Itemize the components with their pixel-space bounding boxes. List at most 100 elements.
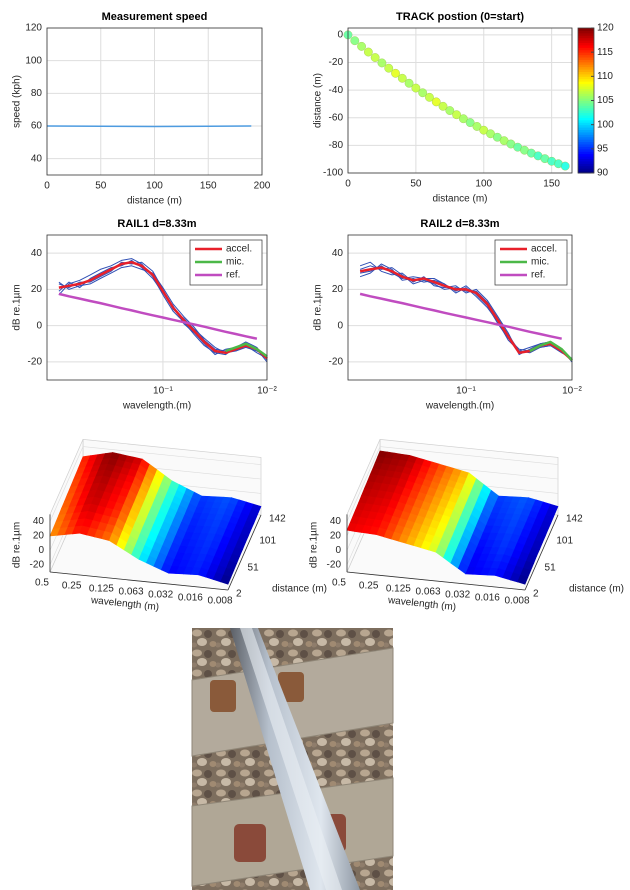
scatter-point xyxy=(418,88,428,98)
surface-cell xyxy=(132,458,173,505)
y-tick-label: -80 xyxy=(329,140,344,151)
colorbar-segment xyxy=(578,105,594,109)
colorbar-segment xyxy=(578,107,594,111)
legend-label: ref. xyxy=(226,270,240,281)
x-tick-label: 0.25 xyxy=(62,581,82,592)
axes-box xyxy=(46,234,268,381)
surface-cell xyxy=(79,503,122,541)
x-tick-label: 0.008 xyxy=(207,596,232,607)
scatter-point xyxy=(465,118,475,127)
y-tick-label: 2 xyxy=(533,589,539,600)
z-axis-label: dB re.1µm xyxy=(309,522,320,568)
colorbar-segment xyxy=(578,163,594,167)
rail-photo xyxy=(191,628,394,890)
x-tick-label: 200 xyxy=(254,181,271,192)
y-tick-label: 51 xyxy=(545,562,557,573)
x-tick-label: 0 xyxy=(44,181,50,192)
y-tick-label: -60 xyxy=(329,112,344,123)
x-tick-label: 150 xyxy=(200,181,217,192)
y-tick-label: 120 xyxy=(25,23,42,34)
x-tick-label: 50 xyxy=(410,179,422,190)
x-tick-label: 0.125 xyxy=(386,584,411,595)
y-tick-label: 51 xyxy=(248,562,260,573)
colorbar-segment xyxy=(578,148,594,152)
scatter-point xyxy=(391,68,400,78)
colorbar-segment xyxy=(578,42,594,46)
surface-cell xyxy=(405,515,449,553)
surface-cell xyxy=(376,506,419,544)
colorbar-segment xyxy=(578,52,594,56)
y-tick-label: 60 xyxy=(31,121,43,132)
colorbar-segment xyxy=(578,158,594,162)
series-line xyxy=(225,342,268,358)
rail-clip xyxy=(234,824,266,862)
colorbar-segment xyxy=(578,49,594,53)
surface-cell xyxy=(179,518,223,549)
axes-box xyxy=(347,234,573,381)
grid-line xyxy=(49,446,84,522)
surface-cell xyxy=(197,547,241,585)
grid-line xyxy=(346,446,381,522)
x-tick-label: 0.125 xyxy=(89,584,114,595)
y-axis-line xyxy=(227,514,262,591)
colorbar-segment xyxy=(578,156,594,159)
y-axis-label: distance (m) xyxy=(272,584,327,595)
colorbar-segment xyxy=(578,168,594,172)
legend-label: accel. xyxy=(531,244,557,255)
y-tick-label: 0 xyxy=(337,320,343,331)
z-tick-label: 20 xyxy=(330,531,342,542)
surface-cell xyxy=(358,473,401,508)
colorbar-tick-label: 115 xyxy=(597,47,613,58)
colorbar-tick-label: 120 xyxy=(597,23,614,34)
x-axis-label: wavelength.(m) xyxy=(425,401,494,412)
colorbar-segment xyxy=(578,136,594,140)
colorbar-segment xyxy=(578,90,594,94)
surface-cell xyxy=(417,487,460,525)
chart-title: RAIL2 d=8.33m xyxy=(420,218,499,230)
x-tick-label: 0.008 xyxy=(504,596,529,607)
colorbar-tick-label: 100 xyxy=(597,119,614,130)
y-axis-label: speed (kph) xyxy=(12,75,23,128)
colorbar-segment xyxy=(578,95,594,99)
colorbar-segment xyxy=(578,141,594,145)
scatter-point xyxy=(431,97,441,107)
x-axis-label: distance (m) xyxy=(432,194,487,205)
y-tick-label: 101 xyxy=(556,536,573,547)
chart-title: RAIL1 d=8.33m xyxy=(117,218,196,230)
legend-label: ref. xyxy=(531,270,545,281)
colorbar-segment xyxy=(578,165,594,169)
surface-cell xyxy=(138,531,181,574)
colorbar-segment xyxy=(578,40,594,43)
surface-cell xyxy=(488,495,529,521)
y-tick-label: -20 xyxy=(329,357,344,368)
colorbar-segment xyxy=(578,32,594,36)
surface-cell xyxy=(518,497,559,530)
surface-cell xyxy=(494,547,537,585)
grid-line xyxy=(379,446,559,465)
y-tick-label: -100 xyxy=(323,168,343,179)
y-axis-label: distance (m) xyxy=(569,584,624,595)
x-tick-label: 10⁻¹ xyxy=(153,386,173,397)
colorbar-segment xyxy=(578,124,594,128)
y-axis-label: dB re.1µm xyxy=(12,284,23,330)
colorbar-segment xyxy=(578,37,594,41)
colorbar-segment xyxy=(578,73,594,77)
scatter-point xyxy=(397,73,407,83)
colorbar-segment xyxy=(578,115,594,118)
colorbar-segment xyxy=(578,100,594,104)
y-tick-label: 40 xyxy=(31,248,43,259)
scatter-point xyxy=(458,114,468,124)
x-tick-label: 0.032 xyxy=(148,590,173,601)
y-tick-label: 2 xyxy=(236,589,242,600)
x-tick-label: 100 xyxy=(146,181,163,192)
rail-clip xyxy=(278,672,304,702)
colorbar-segment xyxy=(578,86,594,89)
surface-cell xyxy=(168,545,211,576)
legend-label: mic. xyxy=(531,257,549,268)
colorbar-segment xyxy=(578,57,594,60)
colorbar-segment xyxy=(578,64,594,68)
surface-cell xyxy=(150,503,193,547)
y-tick-label: 40 xyxy=(332,248,344,259)
